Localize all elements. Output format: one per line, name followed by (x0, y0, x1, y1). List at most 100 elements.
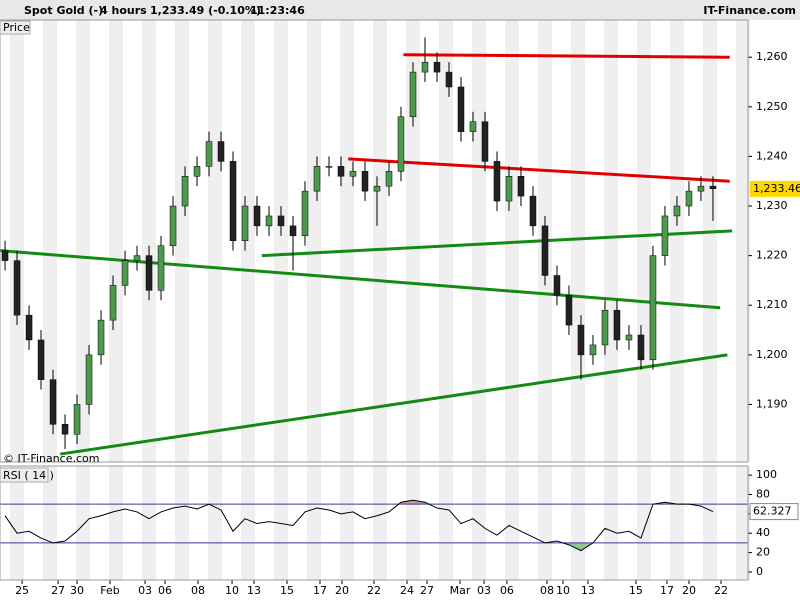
candle-body (109, 285, 117, 321)
day-stripe (142, 20, 156, 462)
candle-body (565, 295, 573, 326)
candle-body (637, 334, 645, 361)
day-stripe (43, 20, 57, 462)
day-stripe (571, 466, 585, 580)
x-tick-label: 22 (367, 584, 381, 597)
candle-body (277, 215, 285, 227)
day-stripe (10, 20, 24, 462)
day-stripe (505, 466, 519, 580)
candle-body (1, 250, 9, 261)
rsi-label: RSI ( 14 ) (3, 469, 54, 482)
candle-body (433, 61, 441, 73)
candle-body (289, 225, 297, 237)
day-stripe (472, 20, 486, 462)
candle-body (385, 171, 393, 187)
candle-body (469, 121, 477, 132)
last-price-label: 1,233.46 (753, 182, 800, 195)
price-frame (0, 19, 749, 463)
y-tick-label: 1,200 (756, 348, 788, 361)
candle-body (337, 166, 345, 177)
day-stripe (307, 466, 321, 580)
candle-body (13, 260, 21, 316)
candle-body (37, 339, 45, 380)
price-change: 1,233.49 (-0.10%) (150, 4, 261, 17)
x-tick-label: 13 (581, 584, 595, 597)
day-stripe (736, 20, 750, 462)
x-tick-label: Feb (100, 584, 119, 597)
candle-body (457, 86, 465, 132)
candle-body (349, 171, 357, 177)
candle-body (361, 171, 369, 192)
candle-body (685, 190, 693, 207)
candle-body (73, 404, 81, 435)
day-stripe (703, 466, 717, 580)
day-stripe (571, 20, 585, 462)
site: IT-Finance.com (703, 4, 796, 17)
y-tick-label: 1,210 (756, 298, 788, 311)
x-tick-label: 20 (335, 584, 349, 597)
y-tick-label: 1,220 (756, 249, 788, 262)
price-label: Price (3, 21, 30, 34)
x-tick-label: 10 (225, 584, 239, 597)
x-tick-label: 25 (15, 584, 29, 597)
candle-body (253, 205, 261, 227)
background (10, 20, 750, 580)
x-tick-label: 27 (420, 584, 434, 597)
candle-body (709, 185, 717, 189)
x-tick-label: Mar (450, 584, 471, 597)
day-stripe (604, 466, 618, 580)
day-stripe (406, 20, 420, 462)
candle-body (421, 61, 429, 73)
x-tick-label: 08 (191, 584, 205, 597)
day-stripe (637, 466, 651, 580)
y-tick-label: 40 (756, 526, 770, 539)
candle-body (445, 71, 453, 88)
day-stripe (175, 466, 189, 580)
day-stripe (43, 466, 57, 580)
trendline (60, 353, 728, 456)
candle-body (673, 205, 681, 217)
candle-body (301, 190, 309, 237)
x-tick-label: 08 (540, 584, 554, 597)
day-stripe (340, 466, 354, 580)
day-stripe (241, 466, 255, 580)
y-tick-label: 100 (756, 468, 777, 481)
candle-body (397, 116, 405, 172)
candle-body (577, 324, 585, 356)
candle-body (373, 185, 381, 192)
rsi-last-tag (749, 503, 799, 521)
day-stripe (670, 466, 684, 580)
day-stripe (76, 466, 90, 580)
day-stripe (736, 466, 750, 580)
candle-body (325, 166, 333, 168)
period: 4 hours (100, 4, 147, 17)
x-tick-label: 20 (682, 584, 696, 597)
candle-body (553, 275, 561, 296)
candle-body (481, 121, 489, 162)
x-tick-label: 17 (313, 584, 327, 597)
x-tick-label: 13 (247, 584, 261, 597)
y-tick-label: 1,190 (756, 397, 788, 410)
day-stripe (274, 466, 288, 580)
candle-body (217, 141, 225, 162)
candle-body (517, 176, 525, 197)
candle-body (133, 255, 141, 261)
candle-body (505, 176, 513, 202)
day-stripe (76, 20, 90, 462)
candle-body (229, 161, 237, 242)
rsi-last-label: 62.327 (753, 505, 792, 518)
trendline (403, 53, 730, 59)
day-stripe (373, 466, 387, 580)
x-tick-label: 15 (280, 584, 294, 597)
price-label-box (0, 20, 31, 35)
trendline (348, 157, 730, 183)
last-price-tag (750, 180, 800, 197)
plot: 1,190 1,200 1,210 1,220 1,230 1,240 1,250 1,260… (0, 37, 800, 597)
day-stripe (373, 20, 387, 462)
day-stripe (175, 20, 189, 462)
candle-body (613, 309, 621, 341)
x-tick-label: 24 (400, 584, 414, 597)
x-tick-label: 22 (714, 584, 728, 597)
candle-body (49, 379, 57, 425)
candle-body (97, 319, 105, 356)
